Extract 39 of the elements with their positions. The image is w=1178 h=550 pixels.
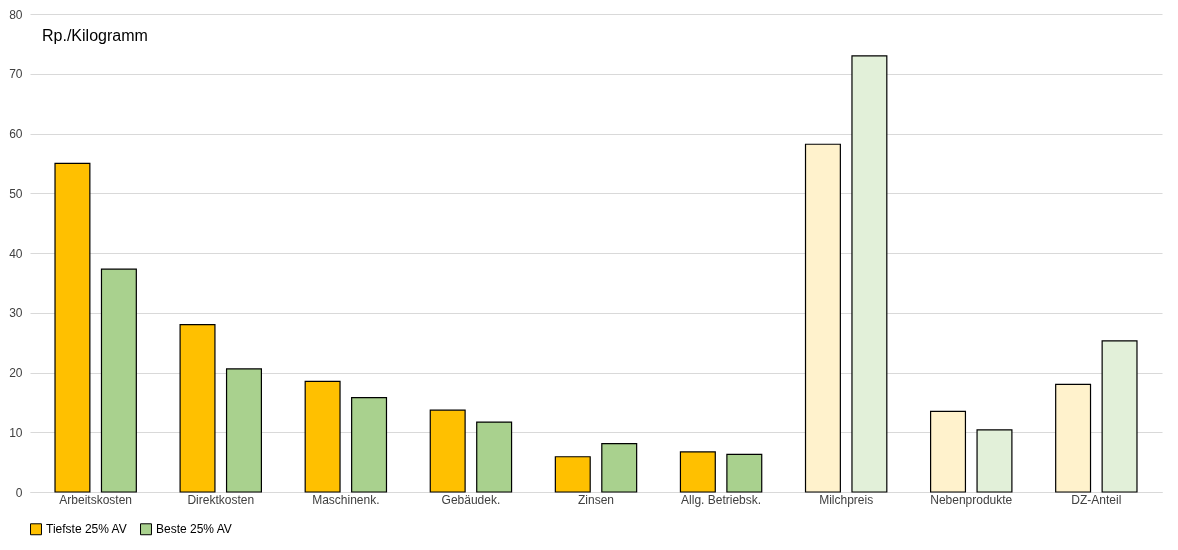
bar [601, 443, 638, 493]
bar [179, 324, 216, 493]
bar [930, 410, 967, 493]
x-tick-label: Gebäudek. [441, 492, 501, 507]
bar [304, 380, 341, 493]
y-tick-label: 0 [15, 485, 23, 500]
x-tick-label: Nebenprodukte [930, 492, 1013, 507]
bar [476, 421, 513, 493]
y-tick-label: 80 [9, 7, 23, 22]
bar [726, 453, 763, 493]
x-tick-label: Arbeitskosten [59, 492, 133, 507]
bar [225, 368, 262, 493]
bar [351, 397, 388, 493]
bar [429, 409, 466, 493]
bar [100, 268, 137, 493]
bar [679, 451, 716, 493]
bar [554, 456, 591, 493]
y-tick-label: 60 [9, 127, 23, 141]
y-axis-title: Rp./Kilogramm [42, 27, 148, 44]
y-tick-label: 50 [9, 186, 23, 201]
legend-label: Tiefste 25% AV [46, 522, 127, 537]
x-tick-label: Zinsen [577, 492, 615, 507]
y-tick-label: 40 [9, 246, 23, 261]
y-tick-label: 70 [9, 67, 23, 82]
x-tick-label: Allg. Betriebsk. [681, 492, 762, 507]
bar [851, 55, 888, 493]
x-tick-label: Milchpreis [819, 492, 874, 507]
bar [1055, 383, 1092, 493]
y-tick-label: 10 [9, 425, 23, 440]
y-tick-label: 20 [9, 366, 23, 380]
x-tick-label: Maschinenk. [312, 492, 380, 507]
bar [804, 143, 841, 493]
x-tick-label: DZ-Anteil [1071, 492, 1122, 507]
x-tick-label: Direktkosten [187, 492, 255, 507]
bar [54, 162, 91, 493]
bar [976, 429, 1013, 493]
bar [1101, 340, 1138, 493]
y-tick-label: 30 [9, 306, 23, 321]
legend-label: Beste 25% AV [156, 522, 232, 537]
